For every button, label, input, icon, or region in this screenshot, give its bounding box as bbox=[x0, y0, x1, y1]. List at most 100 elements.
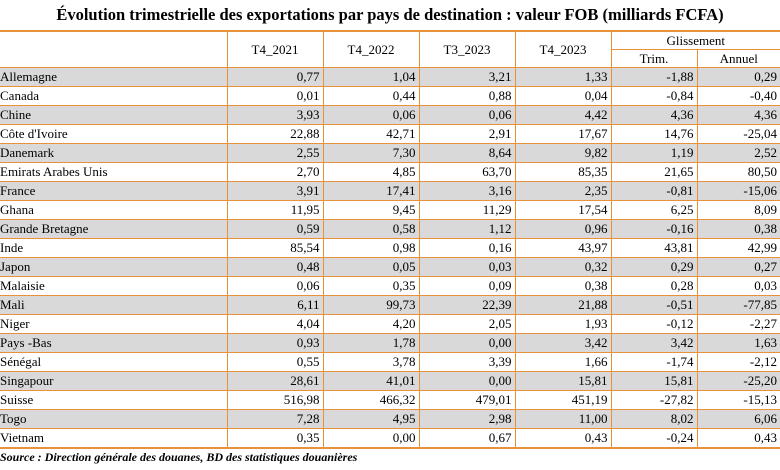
value-cell: 3,42 bbox=[515, 333, 612, 353]
value-cell: 1,33 bbox=[515, 67, 612, 87]
value-cell: 43,81 bbox=[611, 238, 698, 258]
table-row: Togo 7,28 4,95 2,98 11,00 8,02 6,06 bbox=[0, 409, 780, 429]
country-cell: Mali bbox=[0, 295, 228, 315]
value-cell: 0,43 bbox=[515, 428, 612, 449]
country-cell: Danemark bbox=[0, 143, 228, 163]
header-period: T3_2023 bbox=[419, 30, 516, 68]
value-cell: 4,20 bbox=[323, 314, 420, 334]
country-cell: Emirats Arabes Unis bbox=[0, 162, 228, 182]
value-cell: 85,35 bbox=[515, 162, 612, 182]
country-cell: Togo bbox=[0, 409, 228, 429]
value-cell: -1,74 bbox=[611, 352, 698, 372]
value-cell: -0,12 bbox=[611, 314, 698, 334]
value-cell: 21,88 bbox=[515, 295, 612, 315]
value-cell: 14,76 bbox=[611, 124, 698, 144]
value-cell: 1,12 bbox=[419, 219, 516, 239]
value-cell: 0,09 bbox=[419, 276, 516, 296]
value-cell: -0,81 bbox=[611, 181, 698, 201]
table-row: Canada 0,01 0,44 0,88 0,04 -0,84 -0,40 bbox=[0, 86, 780, 106]
header-period: T4_2022 bbox=[323, 30, 420, 68]
table-row: Sénégal 0,55 3,78 3,39 1,66 -1,74 -2,12 bbox=[0, 352, 780, 372]
table-row: Ghana 11,95 9,45 11,29 17,54 6,25 8,09 bbox=[0, 200, 780, 220]
header-country bbox=[0, 30, 228, 68]
value-cell: 0,32 bbox=[515, 257, 612, 277]
value-cell: 2,70 bbox=[227, 162, 324, 182]
value-cell: 0,00 bbox=[323, 428, 420, 449]
country-cell: Canada bbox=[0, 86, 228, 106]
value-cell: 0,96 bbox=[515, 219, 612, 239]
country-cell: Malaisie bbox=[0, 276, 228, 296]
value-cell: 2,55 bbox=[227, 143, 324, 163]
value-cell: 0,03 bbox=[697, 276, 780, 296]
value-cell: 0,93 bbox=[227, 333, 324, 353]
country-cell: Chine bbox=[0, 105, 228, 125]
value-cell: 11,00 bbox=[515, 409, 612, 429]
value-cell: 0,55 bbox=[227, 352, 324, 372]
value-cell: 2,91 bbox=[419, 124, 516, 144]
value-cell: 8,02 bbox=[611, 409, 698, 429]
value-cell: 1,78 bbox=[323, 333, 420, 353]
value-cell: 6,11 bbox=[227, 295, 324, 315]
table-row: Vietnam 0,35 0,00 0,67 0,43 -0,24 0,43 bbox=[0, 428, 780, 449]
value-cell: 7,28 bbox=[227, 409, 324, 429]
header-annuel: Annuel bbox=[697, 49, 780, 68]
value-cell: 0,38 bbox=[697, 219, 780, 239]
value-cell: 0,05 bbox=[323, 257, 420, 277]
table-row: Pays -Bas 0,93 1,78 0,00 3,42 3,42 1,63 bbox=[0, 333, 780, 353]
table-row: Grande Bretagne 0,59 0,58 1,12 0,96 -0,16 0,38 bbox=[0, 219, 780, 239]
value-cell: 4,95 bbox=[323, 409, 420, 429]
table-row: Japon 0,48 0,05 0,03 0,32 0,29 0,27 bbox=[0, 257, 780, 277]
value-cell: 0,88 bbox=[419, 86, 516, 106]
value-cell: 8,09 bbox=[697, 200, 780, 220]
value-cell: 0,06 bbox=[323, 105, 420, 125]
value-cell: -0,24 bbox=[611, 428, 698, 449]
value-cell: 0,44 bbox=[323, 86, 420, 106]
value-cell: 4,85 bbox=[323, 162, 420, 182]
value-cell: 15,81 bbox=[611, 371, 698, 391]
value-cell: 6,25 bbox=[611, 200, 698, 220]
table-row: Allemagne 0,77 1,04 3,21 1,33 -1,88 0,29 bbox=[0, 67, 780, 87]
value-cell: 11,95 bbox=[227, 200, 324, 220]
country-cell: Inde bbox=[0, 238, 228, 258]
value-cell: 1,66 bbox=[515, 352, 612, 372]
value-cell: 15,81 bbox=[515, 371, 612, 391]
value-cell: 3,78 bbox=[323, 352, 420, 372]
value-cell: 22,39 bbox=[419, 295, 516, 315]
value-cell: 0,29 bbox=[611, 257, 698, 277]
table-row: Chine 3,93 0,06 0,06 4,42 4,36 4,36 bbox=[0, 105, 780, 125]
value-cell: 0,67 bbox=[419, 428, 516, 449]
header-glissement: Glissement bbox=[611, 30, 780, 50]
value-cell: 2,05 bbox=[419, 314, 516, 334]
table-body: Allemagne 0,77 1,04 3,21 1,33 -1,88 0,29 Canada… bbox=[0, 67, 780, 449]
exports-table: T4_2021 T4_2022 T3_2023 T4_2023 Glisseme… bbox=[0, 30, 780, 449]
table-row: Niger 4,04 4,20 2,05 1,93 -0,12 -2,27 bbox=[0, 314, 780, 334]
value-cell: -25,20 bbox=[697, 371, 780, 391]
value-cell: 1,04 bbox=[323, 67, 420, 87]
value-cell: 4,36 bbox=[611, 105, 698, 125]
value-cell: 28,61 bbox=[227, 371, 324, 391]
table-row: Côte d'Ivoire 22,88 42,71 2,91 17,67 14,76 -25… bbox=[0, 124, 780, 144]
value-cell: 43,97 bbox=[515, 238, 612, 258]
country-cell: France bbox=[0, 181, 228, 201]
value-cell: 1,63 bbox=[697, 333, 780, 353]
value-cell: -0,84 bbox=[611, 86, 698, 106]
table-row: Malaisie 0,06 0,35 0,09 0,38 0,28 0,03 bbox=[0, 276, 780, 296]
value-cell: 0,00 bbox=[419, 371, 516, 391]
value-cell: 3,21 bbox=[419, 67, 516, 87]
value-cell: 1,19 bbox=[611, 143, 698, 163]
value-cell: 41,01 bbox=[323, 371, 420, 391]
table-row: Singapour 28,61 41,01 0,00 15,81 15,81 -25,20 bbox=[0, 371, 780, 391]
value-cell: -25,04 bbox=[697, 124, 780, 144]
country-cell: Ghana bbox=[0, 200, 228, 220]
country-cell: Allemagne bbox=[0, 67, 228, 87]
country-cell: Côte d'Ivoire bbox=[0, 124, 228, 144]
value-cell: 0,98 bbox=[323, 238, 420, 258]
value-cell: 17,67 bbox=[515, 124, 612, 144]
table-row: Emirats Arabes Unis 2,70 4,85 63,70 85,35 21,… bbox=[0, 162, 780, 182]
value-cell: 6,06 bbox=[697, 409, 780, 429]
value-cell: 80,50 bbox=[697, 162, 780, 182]
table-row: Suisse 516,98 466,32 479,01 451,19 -27,82 -15,… bbox=[0, 390, 780, 410]
value-cell: 3,42 bbox=[611, 333, 698, 353]
value-cell: 0,43 bbox=[697, 428, 780, 449]
value-cell: -0,40 bbox=[697, 86, 780, 106]
